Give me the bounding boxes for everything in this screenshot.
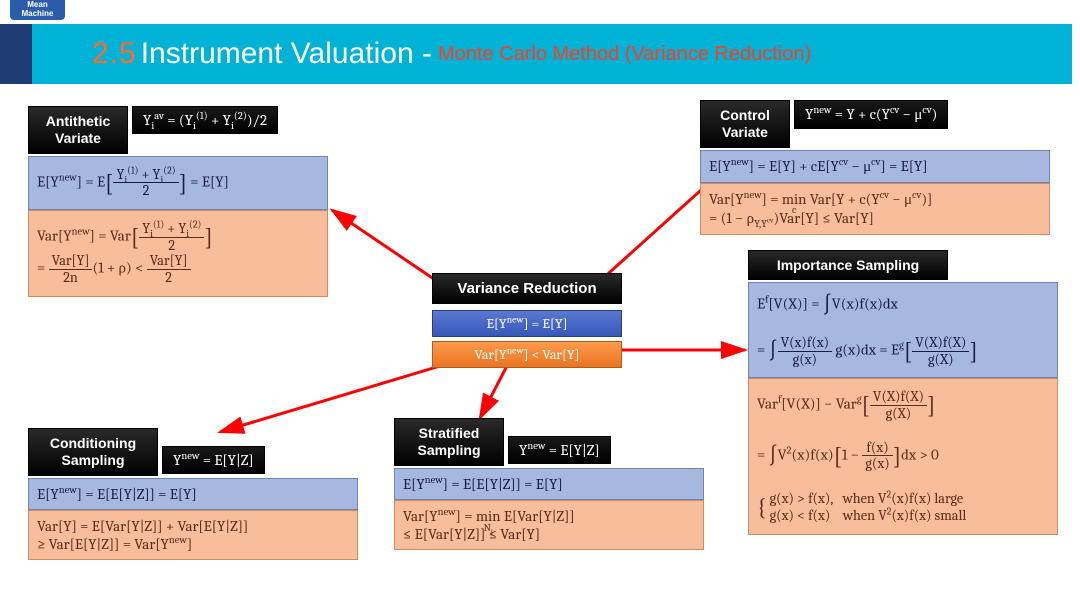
conditioning-block: ConditioningSampling Ynew = E[Y|Z] E[Yne… <box>28 428 358 560</box>
title-main: Instrument Valuation - <box>141 37 432 71</box>
conditioning-def: Ynew = E[Y|Z] <box>162 446 265 474</box>
conditioning-exp: E[Ynew] = E[E[Y|Z]] = E[Y] <box>28 478 358 510</box>
title-notch <box>0 24 32 84</box>
antithetic-exp: E[Ynew] = E[Yi(1) + Yi(2)2] = E[Y] <box>28 156 328 210</box>
center-orange-pill: Var[Ynew] < Var[Y] <box>432 341 622 368</box>
control-block: ControlVariate Ynew = Y + c(Ycv − μcv) E… <box>700 100 1050 235</box>
title-sub: Monte Carlo Method (Variance Reduction) <box>438 43 811 66</box>
title-bar: 2.5 Instrument Valuation - Monte Carlo M… <box>32 24 1072 84</box>
control-var: Var[Ynew] = minc Var[Y + c(Ycv − μcv)] =… <box>700 183 1050 235</box>
importance-label: Importance Sampling <box>748 250 948 280</box>
center-blue-pill: E[Ynew] = E[Y] <box>432 310 622 337</box>
control-def: Ynew = Y + c(Ycv − μcv) <box>794 100 948 129</box>
stratified-exp: E[Ynew] = E[E[Y|Z]] = E[Y] <box>394 468 704 500</box>
importance-block: Importance Sampling Ef[V(X)] = ∫V(x)f(x)… <box>748 250 1058 535</box>
stratified-def: Ynew = E[Y|Z] <box>508 436 611 464</box>
antithetic-label: AntitheticVariate <box>28 106 128 154</box>
conditioning-label: ConditioningSampling <box>28 428 158 476</box>
logo-tab: Mean Machine <box>10 0 65 20</box>
stratified-block: StratifiedSampling Ynew = E[Y|Z] E[Ynew]… <box>394 418 704 550</box>
conditioning-var: Var[Y] = E[Var[Y|Z]] + Var[E[Y|Z]] ≥ Var… <box>28 510 358 560</box>
antithetic-block: AntitheticVariate Yiav = (Yi(1) + Yi(2))… <box>28 106 328 297</box>
stratified-var: Var[Ynew] = minNj E[Var[Y|Z]] ≤ E[Var[Y|… <box>394 500 704 550</box>
stratified-label: StratifiedSampling <box>394 418 504 466</box>
section-number: 2.5 <box>92 37 137 71</box>
control-exp: E[Ynew] = E[Y] + cE[Ycv − μcv] = E[Y] <box>700 150 1050 183</box>
importance-var: Varf[V(X)] − Varg[V(X)f(X)g(X)] = ∫V2(x)… <box>748 378 1058 535</box>
control-label: ControlVariate <box>700 100 790 148</box>
logo-line2: Machine <box>21 10 53 19</box>
antithetic-def: Yiav = (Yi(1) + Yi(2))/2 <box>132 106 278 134</box>
importance-exp: Ef[V(X)] = ∫V(x)f(x)dx = ∫V(x)f(x)g(x) g… <box>748 282 1058 378</box>
antithetic-var: Var[Ynew] = Var[Yi(1) + Yi(2)2] = Var[Y]… <box>28 210 328 297</box>
center-label: Variance Reduction <box>432 273 622 304</box>
center-block: Variance Reduction E[Ynew] = E[Y] Var[Yn… <box>432 273 622 368</box>
